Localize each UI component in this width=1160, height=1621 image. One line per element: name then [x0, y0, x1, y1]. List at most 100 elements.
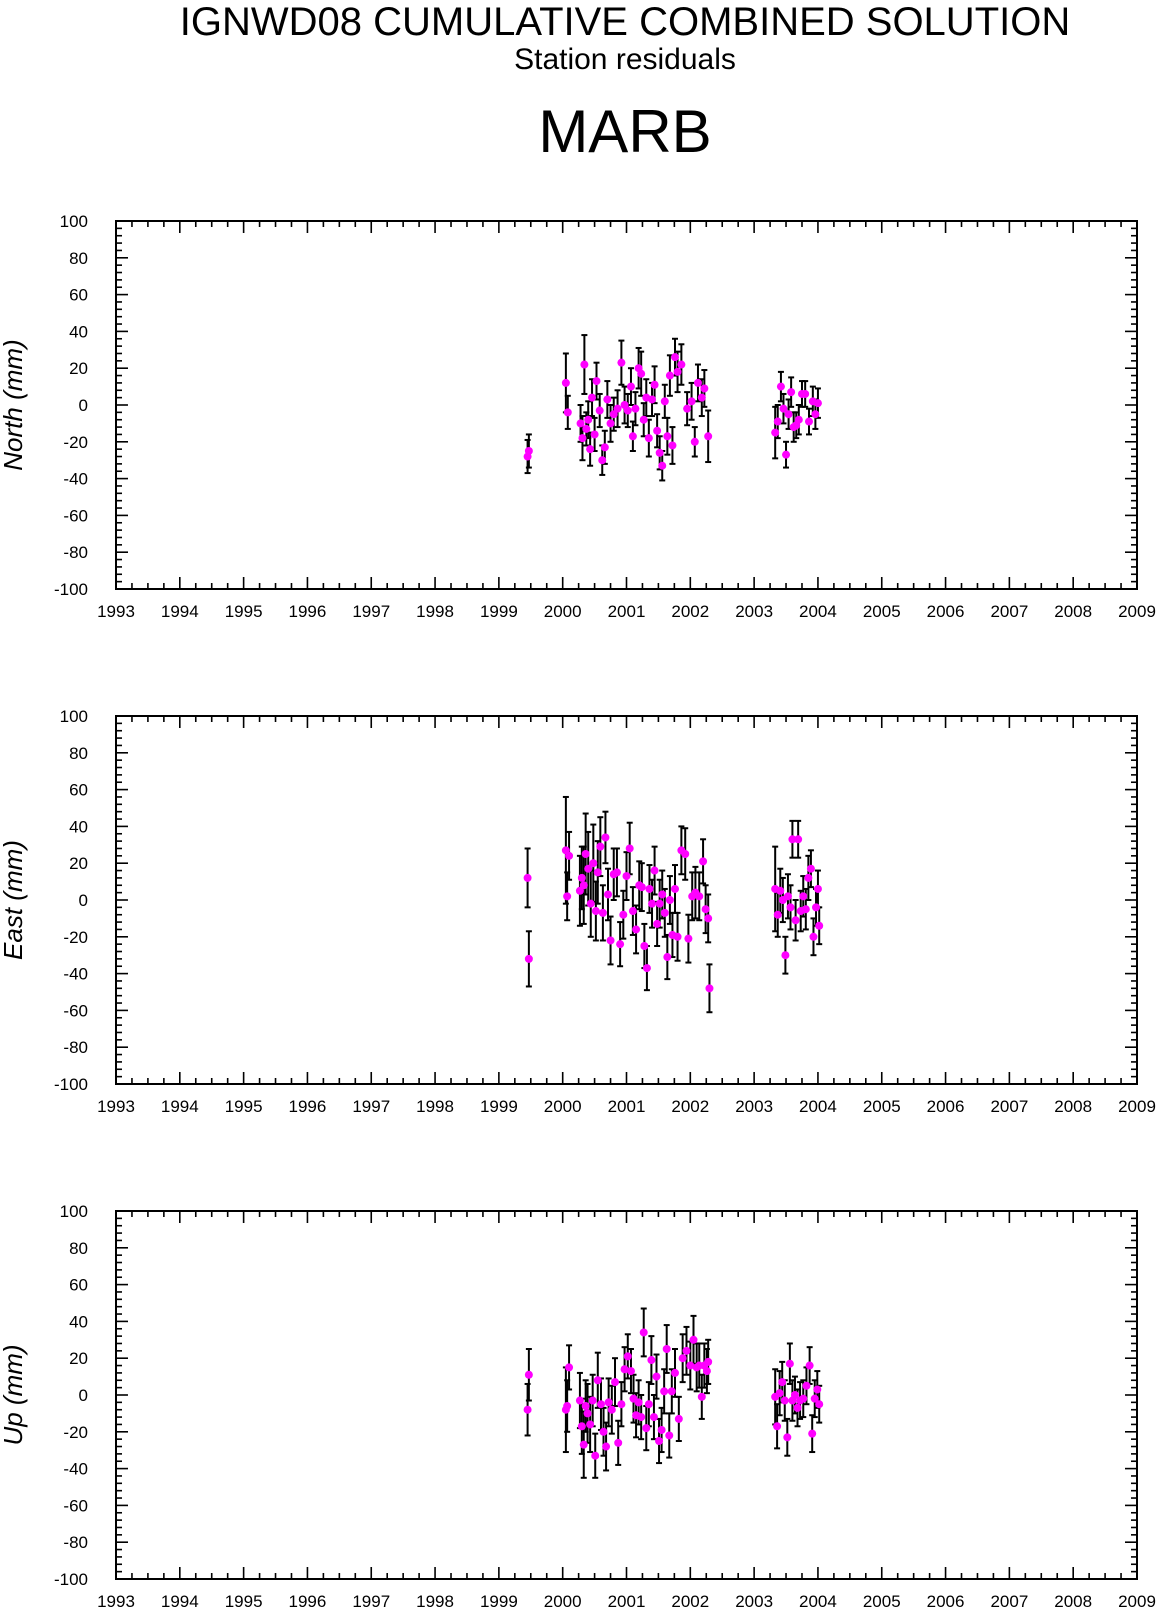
y-tick-label: 80 — [69, 744, 88, 763]
data-point — [645, 884, 654, 893]
data-point — [524, 954, 533, 963]
station-name: MARB — [538, 98, 712, 165]
data-point — [773, 417, 782, 426]
data-point — [702, 1367, 711, 1376]
y-tick-label: 20 — [69, 854, 88, 873]
data-point — [683, 404, 692, 413]
y-tick-label: -60 — [63, 1496, 88, 1515]
data-point — [663, 432, 672, 441]
data-point — [681, 850, 690, 858]
x-tick-label: 2002 — [671, 1097, 709, 1116]
x-tick-label: 2009 — [1118, 1592, 1156, 1611]
data-point — [639, 415, 648, 424]
data-point — [589, 859, 598, 868]
data-point — [579, 1440, 588, 1449]
data-point — [603, 890, 612, 899]
data-point — [697, 1392, 706, 1401]
data-point — [660, 1387, 669, 1396]
data-point — [639, 1328, 648, 1337]
data-point — [779, 404, 788, 413]
data-point — [771, 428, 780, 437]
data-point — [612, 868, 621, 877]
data-point — [563, 892, 572, 901]
data-point — [648, 899, 657, 908]
y-tick-label: -100 — [54, 580, 88, 599]
data-point — [577, 1422, 586, 1431]
x-tick-label: 2004 — [799, 1097, 837, 1116]
data-point — [782, 450, 791, 459]
data-point — [665, 1431, 674, 1440]
up-residuals-chart: 1993 1994 1995 1996 1997 1998 1999 2000 2001 2002… — [0, 1202, 1156, 1611]
y-tick-label: 20 — [69, 359, 88, 378]
x-tick-label: 2006 — [927, 602, 965, 621]
y-tick-label: -20 — [63, 433, 88, 452]
data-point — [705, 984, 714, 993]
data-point — [776, 382, 785, 391]
data-point — [524, 447, 533, 455]
x-tick-label: 1995 — [225, 1097, 263, 1116]
data-point — [781, 951, 790, 960]
data-point — [623, 406, 632, 415]
data-point — [565, 1363, 574, 1372]
plot-frame — [115, 1210, 1138, 1580]
data-point — [809, 932, 818, 941]
data-point — [773, 1422, 782, 1431]
data-point — [673, 932, 682, 941]
data-point — [689, 1335, 698, 1344]
data-point — [586, 445, 595, 454]
data-point — [625, 844, 634, 853]
data-point — [606, 936, 615, 945]
x-tick-label: 2009 — [1118, 602, 1156, 621]
x-tick-label: 1996 — [289, 602, 327, 621]
data-point — [805, 417, 814, 426]
data-point — [616, 940, 625, 949]
data-point — [583, 1409, 592, 1418]
data-point — [653, 426, 662, 435]
data-point — [619, 910, 628, 919]
data-point — [699, 857, 708, 866]
data-point — [603, 395, 612, 404]
data-point — [813, 1385, 822, 1394]
y-tick-label: 60 — [69, 1276, 88, 1295]
x-tick-label: 2000 — [544, 1097, 582, 1116]
data-point — [653, 919, 662, 928]
data-point — [584, 415, 593, 424]
data-point — [783, 892, 792, 901]
data-point — [657, 1425, 666, 1434]
data-point — [628, 432, 637, 441]
data-point — [648, 395, 657, 404]
data-point — [637, 369, 646, 378]
x-tick-label: 1999 — [480, 602, 518, 621]
x-tick-label: 2003 — [735, 1592, 773, 1611]
y-tick-label: -40 — [63, 1460, 88, 1479]
data-point — [606, 419, 615, 428]
data-point — [806, 864, 815, 873]
data-point — [686, 1361, 695, 1370]
data-point — [780, 1396, 789, 1405]
data-point — [623, 1352, 632, 1361]
y-tick-label: 60 — [69, 286, 88, 305]
data-point — [604, 1398, 613, 1407]
data-point — [586, 899, 595, 908]
data-point — [810, 1394, 819, 1403]
y-tick-label: -40 — [63, 965, 88, 984]
x-tick-label: 1996 — [289, 1097, 327, 1116]
data-point — [650, 380, 659, 389]
data-point — [578, 434, 587, 443]
data-point — [575, 1396, 584, 1405]
data-point — [663, 953, 672, 962]
data-point — [791, 916, 800, 925]
data-point — [799, 1394, 808, 1403]
y-tick-label: 0 — [79, 396, 88, 415]
y-tick-label: -100 — [54, 1570, 88, 1589]
x-tick-label: 1997 — [352, 602, 390, 621]
data-point — [790, 1391, 799, 1399]
data-point — [805, 1361, 814, 1370]
data-point — [523, 1405, 532, 1414]
y-tick-label: -20 — [63, 928, 88, 947]
data-point — [599, 1427, 608, 1436]
data-point — [690, 437, 699, 446]
data-point — [701, 905, 710, 914]
data-point — [670, 1368, 679, 1377]
data-point — [576, 419, 585, 428]
